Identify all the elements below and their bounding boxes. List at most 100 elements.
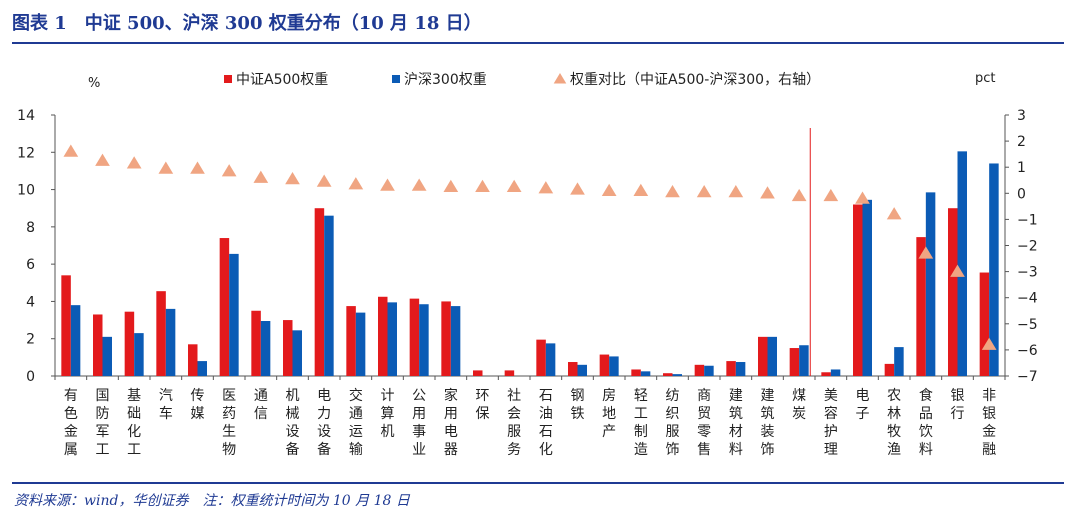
bar-hs300: [260, 321, 271, 376]
footer-rule: [12, 482, 1064, 484]
bar-csi-a500: [409, 298, 420, 376]
bar-hs300: [419, 304, 429, 376]
left-unit-label: %: [88, 76, 100, 91]
bar-csi-a500: [726, 361, 736, 376]
category-label: 家用电器: [444, 387, 458, 458]
ratio-marker: [63, 144, 79, 157]
ratio-marker: [886, 207, 902, 220]
bar-csi-a500: [821, 372, 831, 376]
category-label: 建筑材料: [729, 388, 743, 458]
category-label: 计算机: [381, 388, 395, 440]
bar-csi-a500: [631, 369, 641, 376]
ratio-marker: [950, 264, 965, 277]
bar-hs300: [609, 356, 619, 376]
bar-csi-a500: [314, 208, 325, 376]
ratio-markers: [63, 144, 997, 350]
bar-hs300: [577, 364, 587, 376]
legend-swatch-ratio: [553, 73, 567, 84]
category-label: 非银金融: [982, 388, 996, 458]
ratio-marker: [411, 178, 427, 191]
bar-csi-a500: [663, 373, 673, 376]
category-label: 公用事业: [412, 388, 426, 458]
bar-csi-a500: [789, 348, 800, 376]
bar-csi-a500: [441, 301, 451, 376]
category-label: 石油石化: [539, 388, 553, 458]
bar-hs300: [292, 330, 302, 376]
ratio-marker: [221, 164, 237, 177]
category-label: 机械设备: [286, 388, 300, 458]
bar-hs300: [165, 308, 176, 376]
bar-hs300: [134, 333, 144, 376]
bar-hs300: [957, 151, 967, 376]
category-label: 纺织服饰: [666, 388, 680, 458]
bar-csi-a500: [346, 306, 356, 376]
bar-csi-a500: [473, 370, 483, 376]
right-tick-label: −5: [1017, 317, 1038, 333]
ratio-marker: [728, 184, 744, 198]
ratio-marker: [158, 161, 174, 174]
bar-csi-a500: [884, 363, 895, 376]
category-label: 交通运输: [349, 387, 363, 458]
category-label: 食品饮料: [919, 387, 933, 458]
bar-hs300: [989, 163, 999, 376]
bar-csi-a500: [93, 314, 103, 376]
ratio-marker: [253, 170, 269, 183]
right-tick-label: 1: [1017, 160, 1026, 176]
ratio-marker: [791, 188, 807, 202]
category-label: 农林牧渔: [887, 388, 901, 458]
category-label: 通信: [254, 388, 268, 422]
ratio-marker: [601, 183, 617, 196]
bar-hs300: [197, 361, 207, 376]
category-label: 汽车: [159, 388, 173, 422]
bar-hs300: [894, 347, 904, 376]
bar-csi-a500: [916, 237, 926, 376]
ratio-marker: [538, 181, 554, 194]
bars: [61, 151, 999, 376]
category-label: 基础化工: [127, 387, 141, 458]
legend-label-csi-a500: 中证A500权重: [236, 72, 328, 88]
left-tick-label: 4: [26, 294, 35, 310]
category-label: 房地产: [602, 388, 616, 440]
bar-hs300: [799, 345, 809, 376]
bar-csi-a500: [536, 339, 546, 376]
ratio-marker: [190, 161, 205, 174]
bar-hs300: [830, 369, 841, 376]
bar-hs300: [672, 374, 682, 376]
bar-csi-a500: [378, 296, 388, 376]
ratio-marker: [506, 179, 522, 193]
bar-csi-a500: [156, 291, 166, 376]
bar-csi-a500: [61, 275, 71, 376]
ratio-marker: [633, 183, 649, 196]
bar-csi-a500: [188, 344, 198, 376]
right-tick-label: −4: [1017, 291, 1038, 307]
right-tick-label: 2: [1017, 134, 1026, 150]
ratio-marker: [95, 153, 110, 166]
bar-csi-a500: [758, 336, 768, 376]
bar-hs300: [862, 199, 872, 376]
bar-hs300: [735, 362, 746, 376]
left-tick-label: 8: [26, 220, 35, 236]
bar-hs300: [640, 371, 651, 376]
ratio-marker: [981, 337, 997, 350]
figure-title: 图表 1 中证 500、沪深 300 权重分布（10 月 18 日）: [12, 13, 482, 34]
bar-csi-a500: [599, 354, 610, 376]
left-tick-label: 10: [17, 183, 35, 199]
category-label: 有色金属: [64, 388, 78, 458]
ratio-marker: [696, 184, 712, 198]
category-label: 轻工制造: [634, 388, 648, 458]
left-tick-label: 14: [17, 108, 35, 124]
category-label: 商贸零售: [697, 388, 711, 458]
bar-csi-a500: [568, 362, 578, 376]
legend-label-ratio: 权重对比（中证A500-沪深300，右轴）: [570, 72, 820, 88]
ratio-marker: [348, 177, 364, 190]
category-label: 传媒: [191, 388, 205, 422]
legend-swatch-csi-a500: [224, 75, 232, 83]
bar-hs300: [925, 192, 936, 376]
ratio-marker: [823, 188, 839, 202]
bar-csi-a500: [124, 311, 135, 376]
category-label: 国防军工: [96, 388, 110, 458]
category-label: 煤炭: [792, 388, 806, 422]
category-label: 电子: [856, 388, 870, 422]
